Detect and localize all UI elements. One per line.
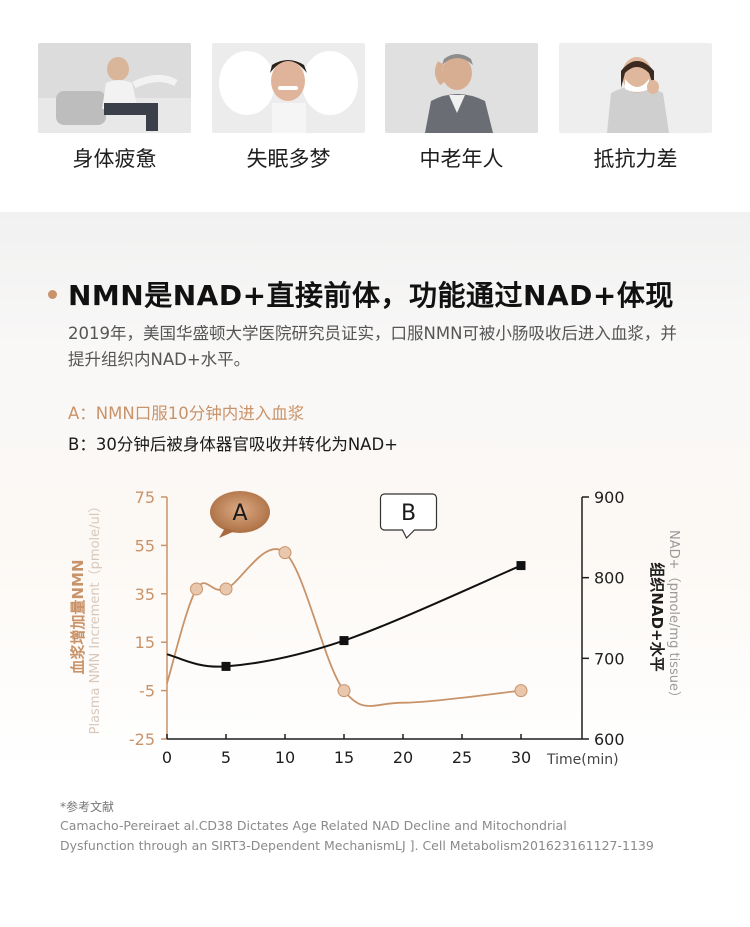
headline-bullet — [48, 290, 57, 299]
left-axis-title: 血浆增加量NMN Plasma NMN Increment（pmole/ul） — [69, 500, 103, 735]
right-axis-title: 组织NAD+水平 NAD+（pmole/mg tissue） — [648, 530, 681, 704]
reference-title: *参考文献 — [60, 800, 115, 814]
x-tick-label: 15 — [334, 748, 354, 767]
symptom-label-insomnia: 失眠多梦 — [246, 147, 331, 171]
page-headline: NMN是NAD+直接前体，功能通过NAD+体现 — [68, 279, 674, 312]
plasma-data-point — [514, 684, 528, 698]
tissue-data-point — [339, 636, 349, 646]
left-axis-title-en: Plasma NMN Increment（pmole/ul） — [88, 500, 103, 735]
x-tick-label: 30 — [511, 748, 531, 767]
reference-line-2: Dysfunction through an SIRT3-Dependent M… — [60, 838, 654, 853]
x-tick-label: 0 — [162, 748, 172, 767]
left-tick-label: 55 — [135, 536, 155, 555]
left-tick-label: 15 — [135, 633, 155, 652]
description-text: 2019年，美国华盛顿大学医院研究员证实，口服NMN可被小肠吸收后进入血浆，并提… — [68, 324, 677, 369]
bubble-a-tail — [219, 528, 235, 538]
left-tick-label: -5 — [139, 682, 155, 701]
plasma-data-point — [219, 582, 233, 596]
right-tick-label: 900 — [594, 488, 625, 507]
tissue-data-point — [516, 561, 526, 571]
tissue-series-line — [166, 564, 522, 668]
annotation-bubble-a: A — [210, 491, 270, 538]
plasma-series-line — [166, 548, 522, 707]
x-tick-label: 5 — [221, 748, 231, 767]
bubble-a-shape — [210, 491, 270, 533]
left-tick-label: -25 — [129, 730, 155, 749]
x-tick-label: 10 — [275, 748, 295, 767]
x-tick-label: 25 — [452, 748, 472, 767]
photo-elderly — [385, 43, 538, 133]
right-axis-title-en: NAD+（pmole/mg tissue） — [666, 530, 681, 704]
tissue-data-point — [221, 661, 231, 671]
nmn-nad-chart: 75 55 35 15 -5 -25 900 800 700 600 0 5 10 15 20 25 30 A B… — [69, 488, 681, 768]
left-tick-label: 75 — [135, 488, 155, 507]
symptom-label-tired: 身体疲惫 — [72, 147, 157, 171]
right-axis-title-cn: 组织NAD+水平 — [648, 562, 666, 671]
photo-insomnia — [212, 43, 365, 133]
right-tick-label: 800 — [594, 569, 625, 588]
bubble-a-label: A — [232, 501, 247, 526]
photo-tired — [38, 43, 191, 133]
x-tick-label: 20 — [393, 748, 413, 767]
right-tick-label: 700 — [594, 649, 625, 668]
content-section — [0, 212, 750, 927]
symptom-band: 身体疲惫 失眠多梦 中老年人 抵抗力差 — [0, 0, 750, 212]
annotation-bubble-b: B — [379, 493, 438, 540]
left-tick-label: 35 — [135, 585, 155, 604]
plasma-data-point — [278, 546, 292, 560]
photo-weak-immunity — [559, 43, 712, 133]
bubble-b-label: B — [401, 501, 416, 526]
right-tick-label: 600 — [594, 730, 625, 749]
x-axis-title: Time(min) — [546, 752, 619, 768]
plasma-data-point — [190, 582, 203, 596]
bubble-b-shape — [379, 493, 438, 540]
note-a: A：NMN口服10分钟内进入血浆 — [68, 404, 305, 423]
left-axis-title-cn: 血浆增加量NMN — [69, 559, 87, 674]
symptom-label-elderly: 中老年人 — [419, 147, 504, 171]
symptom-label-immunity: 抵抗力差 — [593, 147, 678, 171]
reference-line-1: Camacho-Pereiraet al.CD38 Dictates Age R… — [60, 818, 567, 833]
plasma-data-point — [337, 684, 351, 698]
note-b: B：30分钟后被身体器官吸收并转化为NAD+ — [68, 435, 398, 454]
